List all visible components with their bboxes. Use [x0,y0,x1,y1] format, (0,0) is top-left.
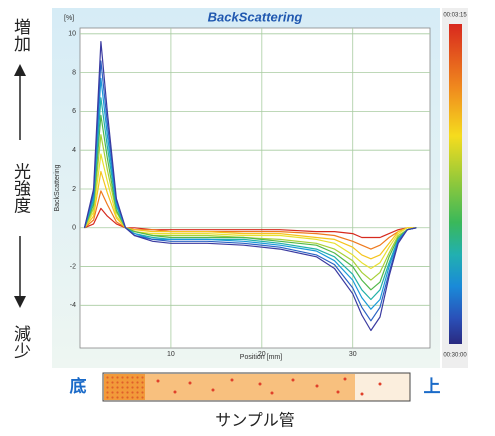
data-line [84,170,417,260]
data-line [83,77,417,310]
annotation: 減少 [10,325,31,359]
x-tick-label: 10 [167,351,175,358]
y-tick-label: -2 [70,263,76,270]
data-line [84,190,417,250]
y-tick-label: 0 [72,225,76,232]
x-tick-label: 20 [258,351,266,358]
data-line [83,41,417,332]
tube-particles [156,377,382,396]
plot-area [79,27,431,349]
y-tick-label: -4 [70,302,76,309]
y-tick-label: 6 [72,108,76,115]
data-line [83,114,417,291]
annotation: 光強度 [10,162,31,213]
x-tick-label: 30 [349,351,357,358]
colorbar-label: 00:03:15 [443,13,467,19]
arrow-head [14,296,26,308]
y-tick-label: 2 [72,186,76,193]
x-axis-label: Position [mm] [240,354,282,361]
data-line [83,60,417,322]
tube-sediment [104,374,145,400]
arrow-head [14,64,26,76]
tube-bottom-label: 底 [70,376,87,397]
data-line [83,153,417,270]
tube-top-label: 上 [424,377,441,397]
y-axis-label: BackScattering [54,164,61,211]
data-line [83,97,417,301]
data-line [84,207,417,239]
tube-layer [145,374,355,400]
y-tick-label: 10 [68,31,76,38]
y-tick-label: 4 [72,147,76,154]
colorbar-label: 00:30:00 [443,353,467,359]
y-unit: [%] [64,15,74,22]
y-tick-label: 8 [72,69,76,76]
colorbar [449,24,462,344]
chart-title: BackScattering [208,9,303,24]
data-line [83,134,417,281]
tube-caption: サンプル管 [215,411,295,430]
annotation: 増加 [10,18,31,52]
